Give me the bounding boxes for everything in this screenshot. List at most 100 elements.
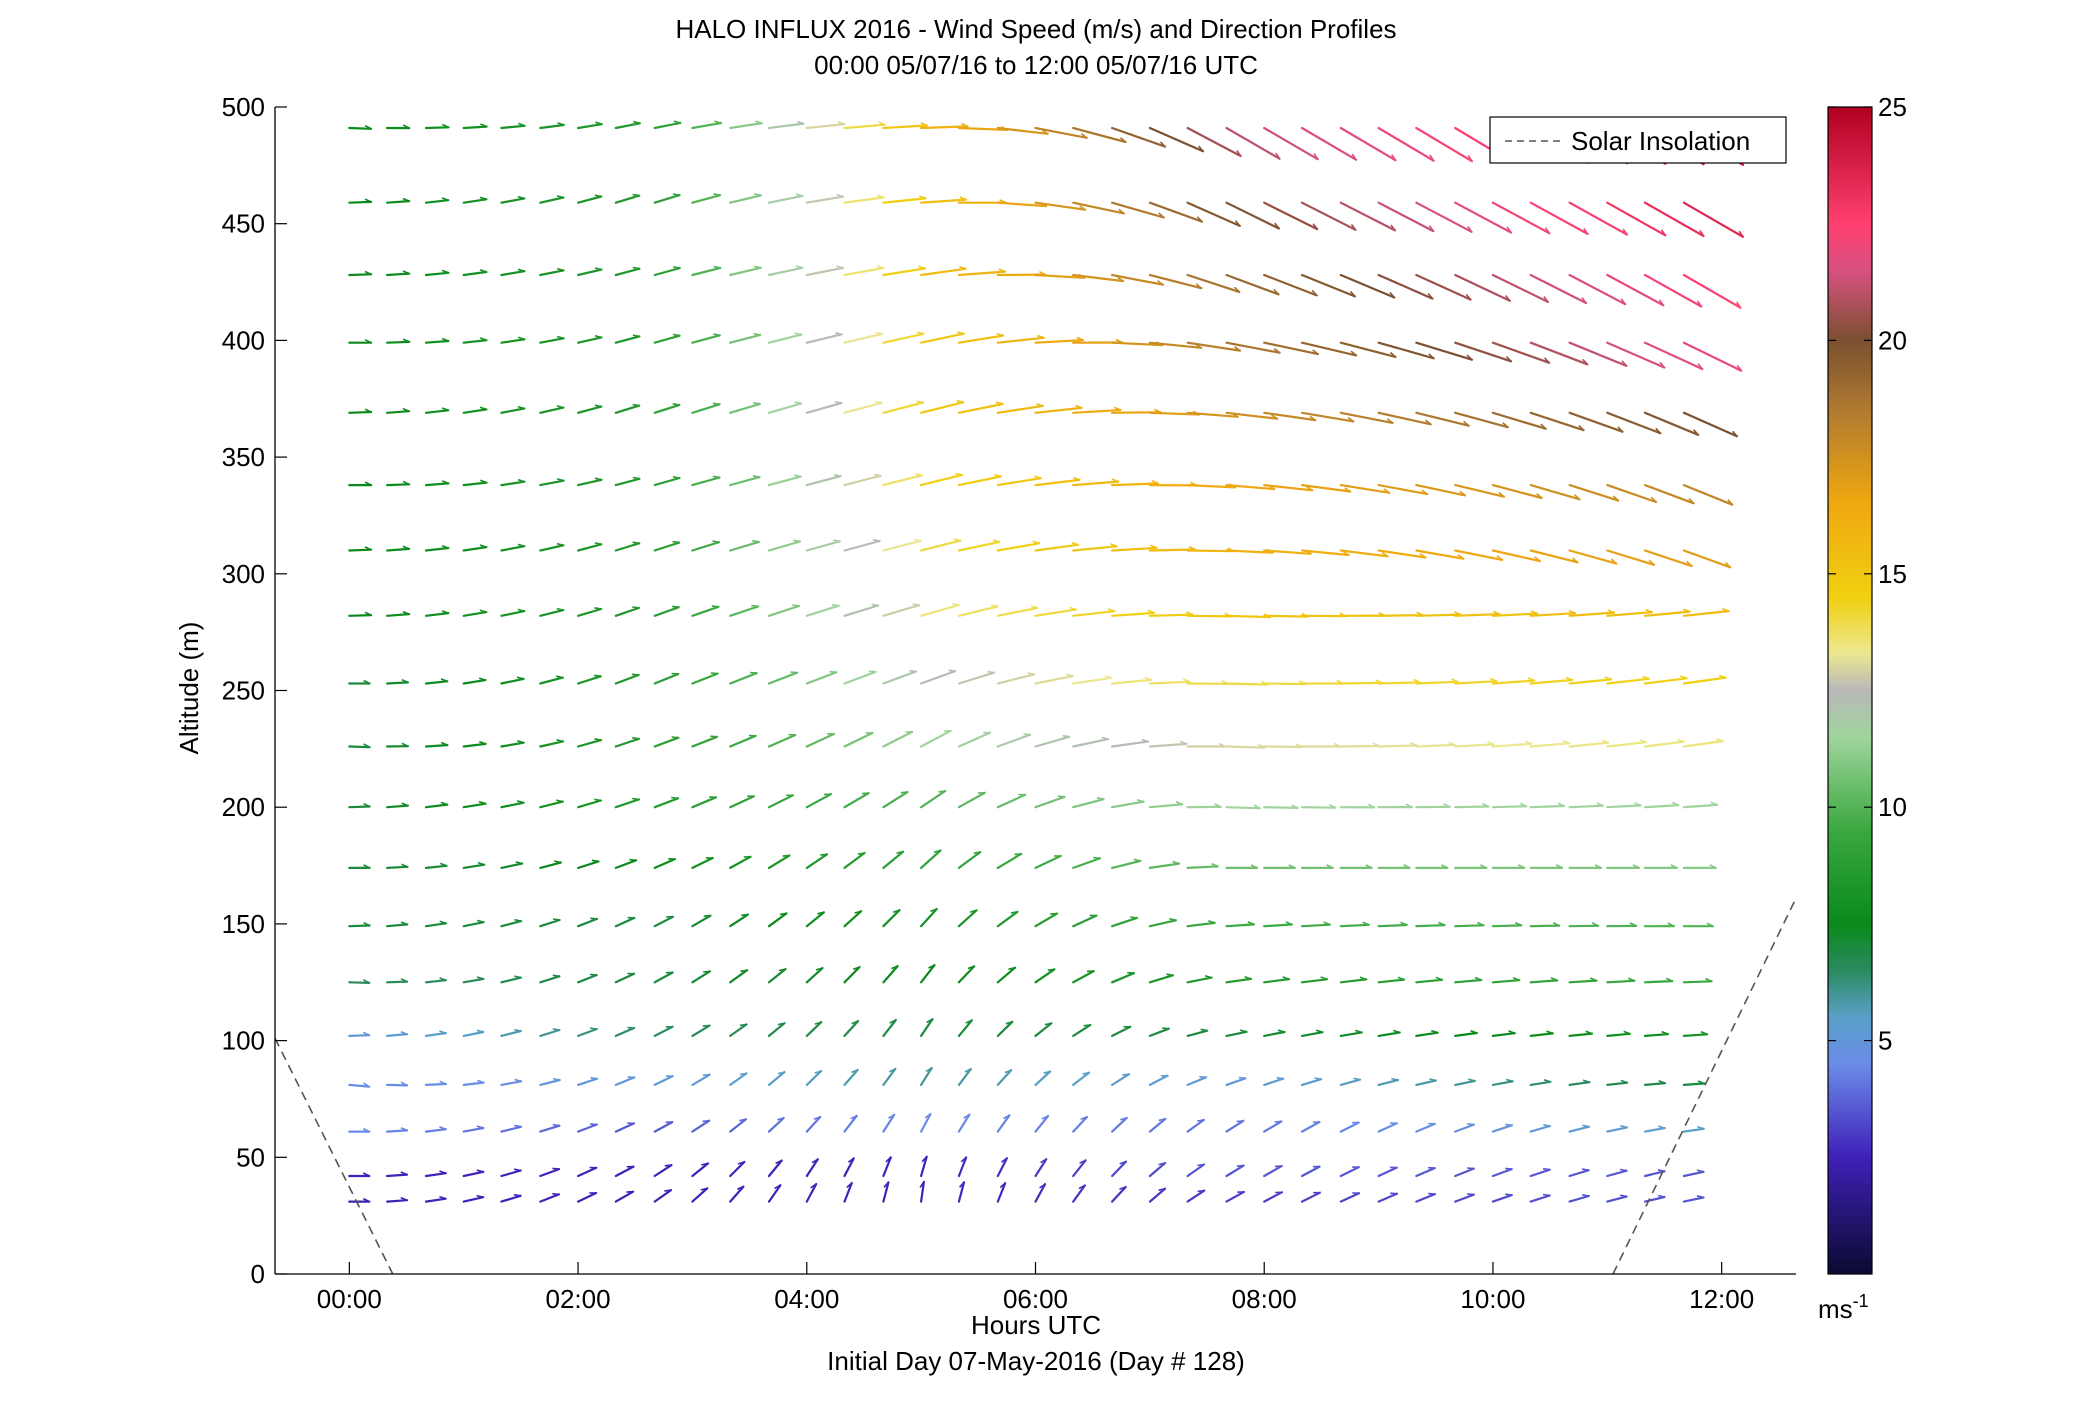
wind-barb-head: [1188, 545, 1196, 551]
wind-barb-head: [364, 408, 372, 413]
wind-barb-head: [1467, 1193, 1474, 1196]
wind-barb-head: [1658, 299, 1664, 306]
wind-barb-head: [959, 196, 967, 201]
wind-barb: [1415, 1166, 1436, 1178]
wind-barb-head: [1492, 610, 1500, 615]
wind-barb-head: [814, 1070, 822, 1074]
wind-barb-head: [916, 400, 924, 404]
wind-barb-head: [1650, 496, 1657, 503]
wind-barb-head: [965, 1019, 973, 1024]
wind-barb-head: [702, 1119, 710, 1123]
wind-barb: [1682, 609, 1730, 617]
wind-barb: [691, 914, 712, 928]
wind-barb-head: [1001, 1157, 1008, 1163]
wind-barb: [843, 1068, 859, 1087]
wind-barb-head: [712, 475, 720, 479]
wind-barb-head: [782, 854, 790, 857]
wind-barb-head: [969, 909, 977, 913]
wind-barb-head: [815, 967, 823, 971]
wind-barb: [1491, 273, 1550, 303]
wind-barb-head: [1431, 1029, 1438, 1034]
wind-barb-head: [1505, 1078, 1513, 1083]
wind-barb: [1529, 411, 1585, 432]
x-tick-label: 06:00: [1003, 1284, 1068, 1314]
wind-barb-head: [1162, 1027, 1169, 1030]
wind-barb-head: [1144, 676, 1152, 681]
wind-barb-head: [1498, 491, 1505, 498]
wind-barb-head: [479, 609, 487, 613]
wind-barb: [1110, 341, 1164, 347]
wind-barb: [614, 859, 638, 870]
wind-barb: [539, 676, 564, 685]
wind-barb-head: [402, 407, 410, 412]
wind-barb: [1072, 676, 1113, 685]
wind-barb-head: [1044, 1022, 1052, 1026]
wind-barb-head: [1496, 555, 1503, 561]
wind-barb: [386, 681, 409, 685]
wind-barb-head: [479, 337, 487, 341]
wind-barb: [1491, 612, 1539, 617]
wind-barb-head: [476, 1029, 484, 1033]
wind-barb-head: [401, 802, 409, 807]
wind-barb: [691, 403, 721, 414]
x-tick-label: 02:00: [546, 1284, 611, 1314]
wind-barb: [386, 483, 411, 487]
wind-barb: [1643, 1081, 1667, 1087]
wind-barb: [1491, 924, 1523, 928]
wind-barb: [767, 604, 801, 617]
wind-barb: [1568, 1194, 1590, 1203]
wind-barb: [462, 339, 488, 344]
wind-barb-head: [793, 474, 801, 478]
wind-barb: [1148, 1074, 1169, 1087]
wind-barb-head: [1429, 154, 1435, 162]
wind-barb: [1072, 1115, 1089, 1133]
wind-barb: [1072, 969, 1095, 984]
wind-barb-head: [1480, 864, 1487, 869]
wind-barb-head: [1119, 136, 1127, 143]
wind-barb-head: [1555, 864, 1563, 869]
wind-barb: [348, 745, 371, 749]
wind-barb-head: [480, 123, 487, 128]
wind-barb-head: [1172, 860, 1180, 865]
wind-barb: [1415, 978, 1444, 984]
wind-barb: [462, 742, 487, 748]
wind-barb-head: [1610, 558, 1617, 565]
wind-barb: [1263, 484, 1314, 492]
wind-barb: [1377, 978, 1406, 984]
wind-barb: [1110, 971, 1136, 984]
wind-barb-head: [909, 669, 917, 673]
wind-barb-head: [401, 742, 409, 747]
wind-barb: [1491, 484, 1543, 500]
wind-barb-head: [672, 403, 680, 406]
wind-barb: [1377, 1122, 1398, 1133]
wind-barb: [653, 736, 680, 748]
wind-barb: [614, 972, 636, 984]
wind-barb-head: [514, 1078, 522, 1083]
wind-barb-head: [1474, 976, 1482, 981]
wind-barb-head: [1381, 551, 1389, 557]
wind-barb: [805, 1069, 823, 1087]
wind-barb-head: [402, 270, 410, 275]
wind-barb: [1529, 341, 1589, 366]
wind-barb-head: [402, 610, 410, 615]
wind-barb-head: [363, 679, 370, 685]
wind-barb: [1491, 679, 1536, 685]
wind-barb: [843, 1114, 858, 1133]
wind-barb: [1682, 1033, 1709, 1038]
wind-barb-head: [439, 1030, 447, 1034]
wind-barb: [767, 1116, 785, 1133]
wind-barb: [767, 794, 795, 809]
wind-barb: [1263, 549, 1312, 555]
wind-barb-head: [833, 539, 840, 543]
wind-barb-head: [948, 669, 956, 672]
wind-barb: [843, 474, 882, 487]
wind-barb-head: [364, 124, 372, 130]
wind-barb-head: [1158, 1162, 1166, 1166]
wind-barb: [386, 200, 411, 204]
wind-barb: [805, 1020, 823, 1038]
wind-barb: [1186, 921, 1216, 928]
wind-barb: [919, 963, 936, 984]
wind-barb: [729, 194, 762, 204]
wind-barb: [691, 856, 714, 870]
wind-barb: [1415, 126, 1474, 163]
